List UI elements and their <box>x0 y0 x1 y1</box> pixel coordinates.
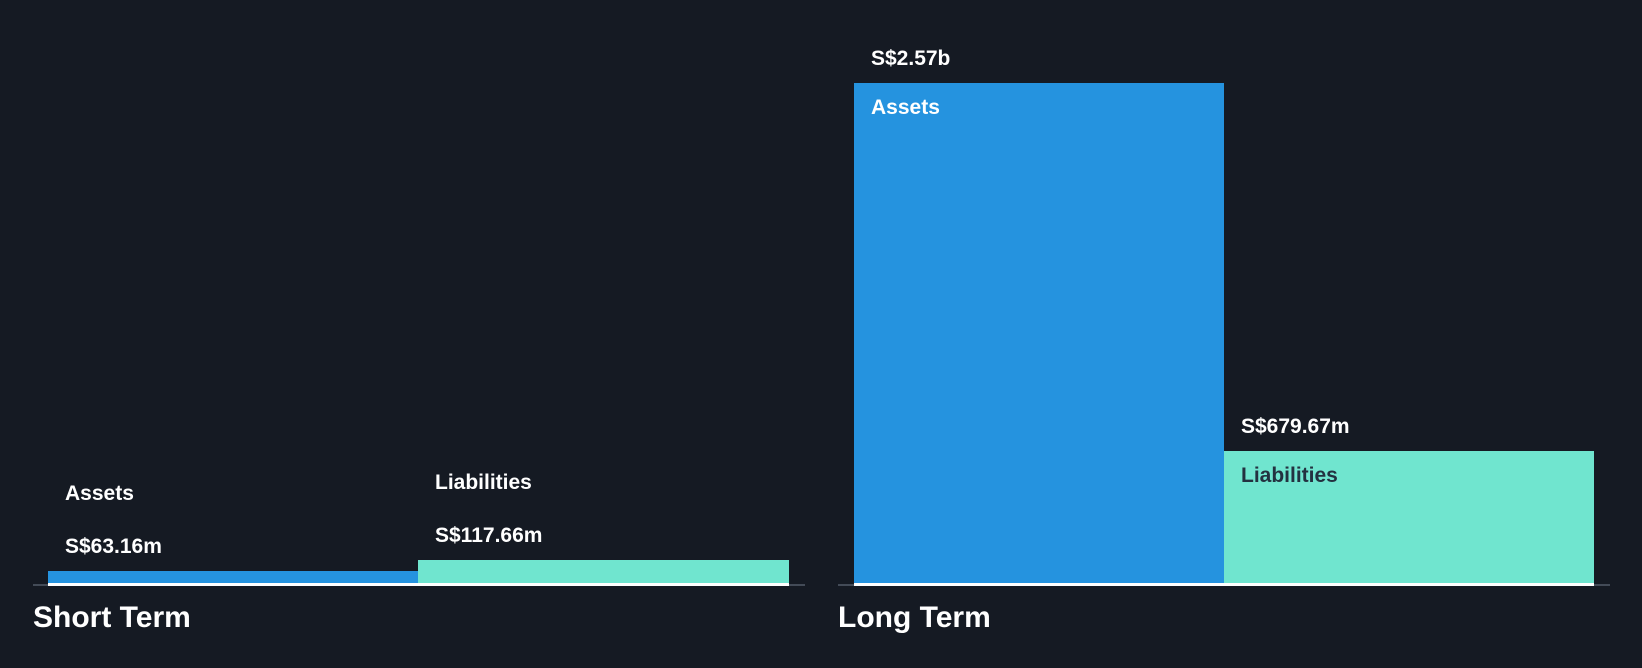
assets-label: Assets <box>871 96 940 119</box>
assets-value: S$63.16m <box>65 535 162 558</box>
liabilities-value: S$679.67m <box>1241 415 1350 438</box>
short-term-panel: Assets S$63.16m Assets Liabilities S$117… <box>33 0 805 668</box>
short-term-assets-group: Assets S$63.16m Assets <box>48 0 418 583</box>
long-term-panel: Assets S$2.57b Assets Liabilities S$679.… <box>838 0 1610 668</box>
liabilities-label: Liabilities <box>1241 464 1338 487</box>
liabilities-value: S$117.66m <box>435 524 543 547</box>
short-term-baseline <box>33 584 805 586</box>
assets-value: S$2.57b <box>871 47 951 70</box>
long-term-liabilities-bar[interactable]: Liabilities <box>1224 451 1594 583</box>
short-term-title: Short Term <box>33 601 191 634</box>
long-term-title: Long Term <box>838 601 991 634</box>
long-term-assets-group: Assets S$2.57b Assets <box>854 0 1224 583</box>
long-term-assets-bar[interactable]: Assets <box>854 83 1224 583</box>
short-term-liabilities-bar[interactable]: Liabilities <box>418 560 789 583</box>
short-term-liabilities-group: Liabilities S$117.66m Liabilities <box>418 0 789 583</box>
short-term-assets-bar[interactable]: Assets <box>48 571 418 583</box>
liabilities-label: Liabilities <box>435 471 532 494</box>
long-term-baseline <box>838 584 1610 586</box>
long-term-liabilities-group: Liabilities S$679.67m Liabilities <box>1224 0 1594 583</box>
assets-label: Assets <box>65 482 134 505</box>
